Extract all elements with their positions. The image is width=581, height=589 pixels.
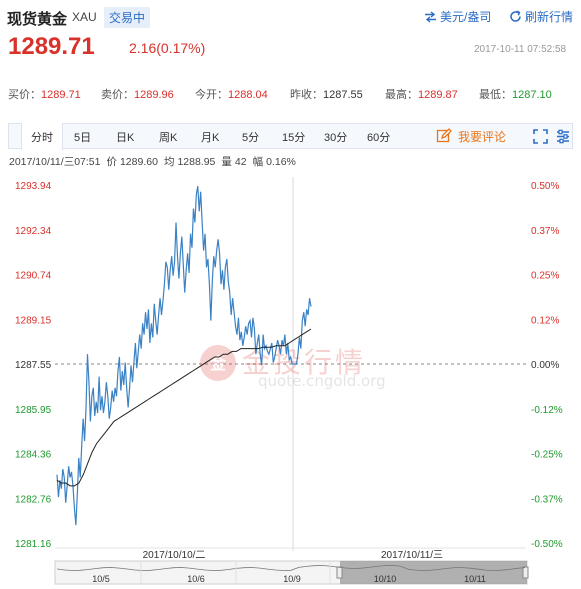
period-tabs: 分时 5日 日K 周K 月K 5分 15分 30分 60分 我要评论	[8, 123, 573, 150]
y-tick-label: 1282.76	[15, 494, 52, 505]
navigator-handle-right	[522, 566, 529, 579]
tab-intraday[interactable]: 分时	[21, 123, 63, 150]
stat-open: 今开：1288.04	[195, 86, 268, 102]
pct-tick-label: -0.12%	[531, 405, 563, 416]
navigator-date-label: 10/9	[283, 574, 301, 584]
info-price-label: 价	[106, 156, 117, 168]
stat-value: 1288.04	[228, 89, 268, 101]
stat-label: 今开：	[195, 89, 228, 101]
stat-value: 1287.10	[512, 89, 552, 101]
stat-value: 1287.55	[323, 89, 363, 101]
chart-axes: 1293.94 0.50% 1292.34 0.37% 1290.74 0.25% 1289…	[15, 181, 563, 561]
instrument-symbol: XAU	[72, 10, 97, 24]
y-tick-label: 1290.74	[15, 271, 52, 282]
stat-ask: 卖价：1289.96	[101, 86, 174, 102]
pct-tick-label: -0.25%	[531, 450, 563, 461]
stat-label: 卖价：	[101, 89, 134, 101]
watermark: 金 金投行情 quote.cngold.org	[200, 345, 386, 390]
tab-30min[interactable]: 30分	[324, 132, 348, 144]
x-tick-label: 2017/10/11/三	[381, 550, 443, 561]
stat-low: 最低：1287.10	[479, 86, 552, 102]
stat-value: 1289.87	[418, 89, 458, 101]
info-vol: 42	[234, 156, 247, 168]
unit-switch-link[interactable]: 美元/盎司	[424, 8, 491, 25]
trading-status-badge: 交易中	[104, 7, 151, 28]
stat-label: 昨收：	[290, 89, 323, 101]
tab-60min[interactable]: 60分	[367, 132, 391, 144]
stat-prev-close: 昨收：1287.55	[290, 86, 363, 102]
x-tick-label: 2017/10/10/二	[143, 550, 206, 561]
tab-5day[interactable]: 5日	[74, 132, 92, 144]
pct-tick-label: 0.12%	[531, 315, 559, 326]
y-tick-label: 1287.55	[15, 360, 52, 371]
stat-label: 最低：	[479, 89, 512, 101]
settings-icon[interactable]	[556, 129, 570, 144]
pct-tick-label: 0.50%	[531, 181, 559, 192]
intraday-chart[interactable]: 金 金投行情 quote.cngold.org 1293.94 0.50% 1292…	[0, 170, 581, 589]
pct-tick-label: 0.00%	[531, 360, 559, 371]
y-tick-label: 1292.34	[15, 226, 52, 237]
stat-label: 最高：	[385, 89, 418, 101]
time-navigator[interactable]: 10/5 10/6 10/9 10/10 10/11	[54, 560, 529, 585]
price-change: 2.16(0.17%)	[129, 40, 206, 56]
instrument-title: 现货黄金	[7, 11, 68, 28]
info-amp-label: 幅	[252, 156, 264, 168]
y-tick-label: 1289.15	[15, 315, 52, 326]
navigator-date-label: 10/6	[187, 574, 205, 584]
tab-monthly-k[interactable]: 月K	[201, 132, 220, 144]
comment-label: 我要评论	[458, 130, 507, 144]
fullscreen-icon[interactable]	[533, 129, 548, 144]
svg-text:金: 金	[209, 354, 227, 373]
unit-label: 美元/盎司	[440, 10, 492, 24]
stat-value: 1289.71	[41, 89, 81, 101]
stat-label: 买价：	[8, 89, 41, 101]
pct-tick-label: 0.25%	[531, 271, 559, 282]
pct-tick-label: -0.50%	[531, 539, 563, 550]
info-amp: 0.16%	[266, 156, 296, 168]
quote-header: 现货黄金 XAU 交易中 美元/盎司 刷新行情 1289.71 2.16(0.1…	[0, 0, 581, 70]
y-tick-label: 1284.36	[15, 450, 52, 461]
current-price: 1289.71	[8, 33, 95, 60]
info-price: 1289.60	[119, 156, 158, 168]
stat-value: 1289.96	[134, 89, 174, 101]
comment-button[interactable]: 我要评论	[436, 128, 506, 145]
info-avg-label: 均	[163, 156, 175, 168]
watermark-url: quote.cngold.org	[258, 372, 386, 390]
info-datetime: 2017/10/11/三07:51	[9, 156, 101, 168]
refresh-icon	[510, 10, 521, 22]
edit-icon	[436, 128, 452, 143]
pct-tick-label: -0.37%	[531, 494, 563, 505]
y-tick-label: 1293.94	[15, 181, 52, 192]
y-tick-label: 1281.16	[15, 539, 52, 550]
y-tick-label: 1285.95	[15, 405, 52, 416]
navigator-handle-left	[336, 566, 343, 579]
chart-series	[56, 186, 312, 526]
pct-tick-label: 0.37%	[531, 226, 559, 237]
navigator-date-label: 10/10	[374, 574, 397, 584]
stat-bid: 买价：1289.71	[8, 86, 81, 102]
tab-daily-k[interactable]: 日K	[116, 132, 135, 144]
swap-icon	[425, 11, 436, 23]
quote-timestamp: 2017-10-11 07:52:58	[474, 44, 567, 55]
tab-weekly-k[interactable]: 周K	[159, 132, 178, 144]
info-vol-label: 量	[221, 156, 232, 168]
stat-high: 最高：1289.87	[385, 86, 458, 102]
crosshair-info: 2017/10/11/三07:51 价 1289.60 均 1288.95 量 42 幅 0.1…	[9, 154, 302, 169]
refresh-button[interactable]: 刷新行情	[509, 8, 573, 25]
navigator-date-label: 10/5	[92, 574, 110, 584]
info-avg: 1288.95	[177, 156, 216, 168]
price-series-line	[56, 186, 312, 526]
navigator-selection	[340, 561, 527, 584]
navigator-mini-line	[56, 565, 526, 571]
average-series-line	[56, 328, 312, 487]
tab-5min[interactable]: 5分	[242, 132, 260, 144]
refresh-label: 刷新行情	[525, 10, 574, 24]
navigator-date-label: 10/11	[464, 574, 486, 584]
quote-stats: 买价：1289.71 卖价：1289.96 今开：1288.04 昨收：1287…	[0, 86, 581, 102]
tab-15min[interactable]: 15分	[282, 132, 306, 144]
